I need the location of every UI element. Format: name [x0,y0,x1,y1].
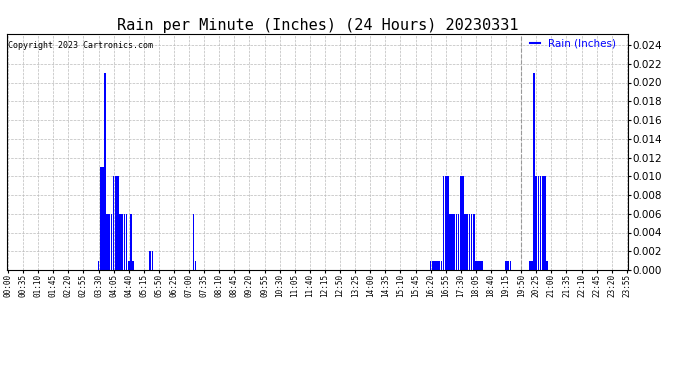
Bar [102,167,103,270]
Bar [447,176,448,270]
Bar [480,261,481,270]
Bar [152,251,153,270]
Bar [453,214,455,270]
Bar [464,214,466,270]
Bar [475,261,477,270]
Bar [451,214,453,270]
Bar [434,261,436,270]
Title: Rain per Minute (Inches) (24 Hours) 20230331: Rain per Minute (Inches) (24 Hours) 2023… [117,18,518,33]
Bar [455,214,457,270]
Bar [112,176,115,270]
Bar [106,214,108,270]
Bar [110,214,112,270]
Bar [132,261,134,270]
Bar [445,176,446,270]
Bar [544,176,546,270]
Text: Copyright 2023 Cartronics.com: Copyright 2023 Cartronics.com [8,41,153,50]
Bar [108,214,110,270]
Bar [462,176,464,270]
Bar [193,214,195,270]
Bar [119,214,121,270]
Bar [126,214,128,270]
Bar [505,261,507,270]
Bar [104,73,106,270]
Bar [482,261,483,270]
Bar [509,261,511,270]
Bar [457,214,460,270]
Bar [449,214,451,270]
Legend: Rain (Inches): Rain (Inches) [530,39,616,49]
Bar [440,261,442,270]
Bar [460,176,462,270]
Bar [546,261,548,270]
Bar [195,261,197,270]
Bar [535,176,537,270]
Bar [507,261,509,270]
Bar [469,214,471,270]
Bar [466,214,468,270]
Bar [128,261,130,270]
Bar [471,214,473,270]
Bar [121,214,123,270]
Bar [117,176,119,270]
Bar [124,214,126,270]
Bar [432,261,433,270]
Bar [436,261,438,270]
Bar [533,73,535,270]
Bar [438,261,440,270]
Bar [473,214,475,270]
Bar [100,167,101,270]
Bar [98,261,99,270]
Bar [443,176,444,270]
Bar [115,176,117,270]
Bar [540,176,542,270]
Bar [150,251,151,270]
Bar [430,261,431,270]
Bar [538,176,540,270]
Bar [477,261,479,270]
Bar [542,176,544,270]
Bar [531,261,533,270]
Bar [529,261,531,270]
Bar [130,214,132,270]
